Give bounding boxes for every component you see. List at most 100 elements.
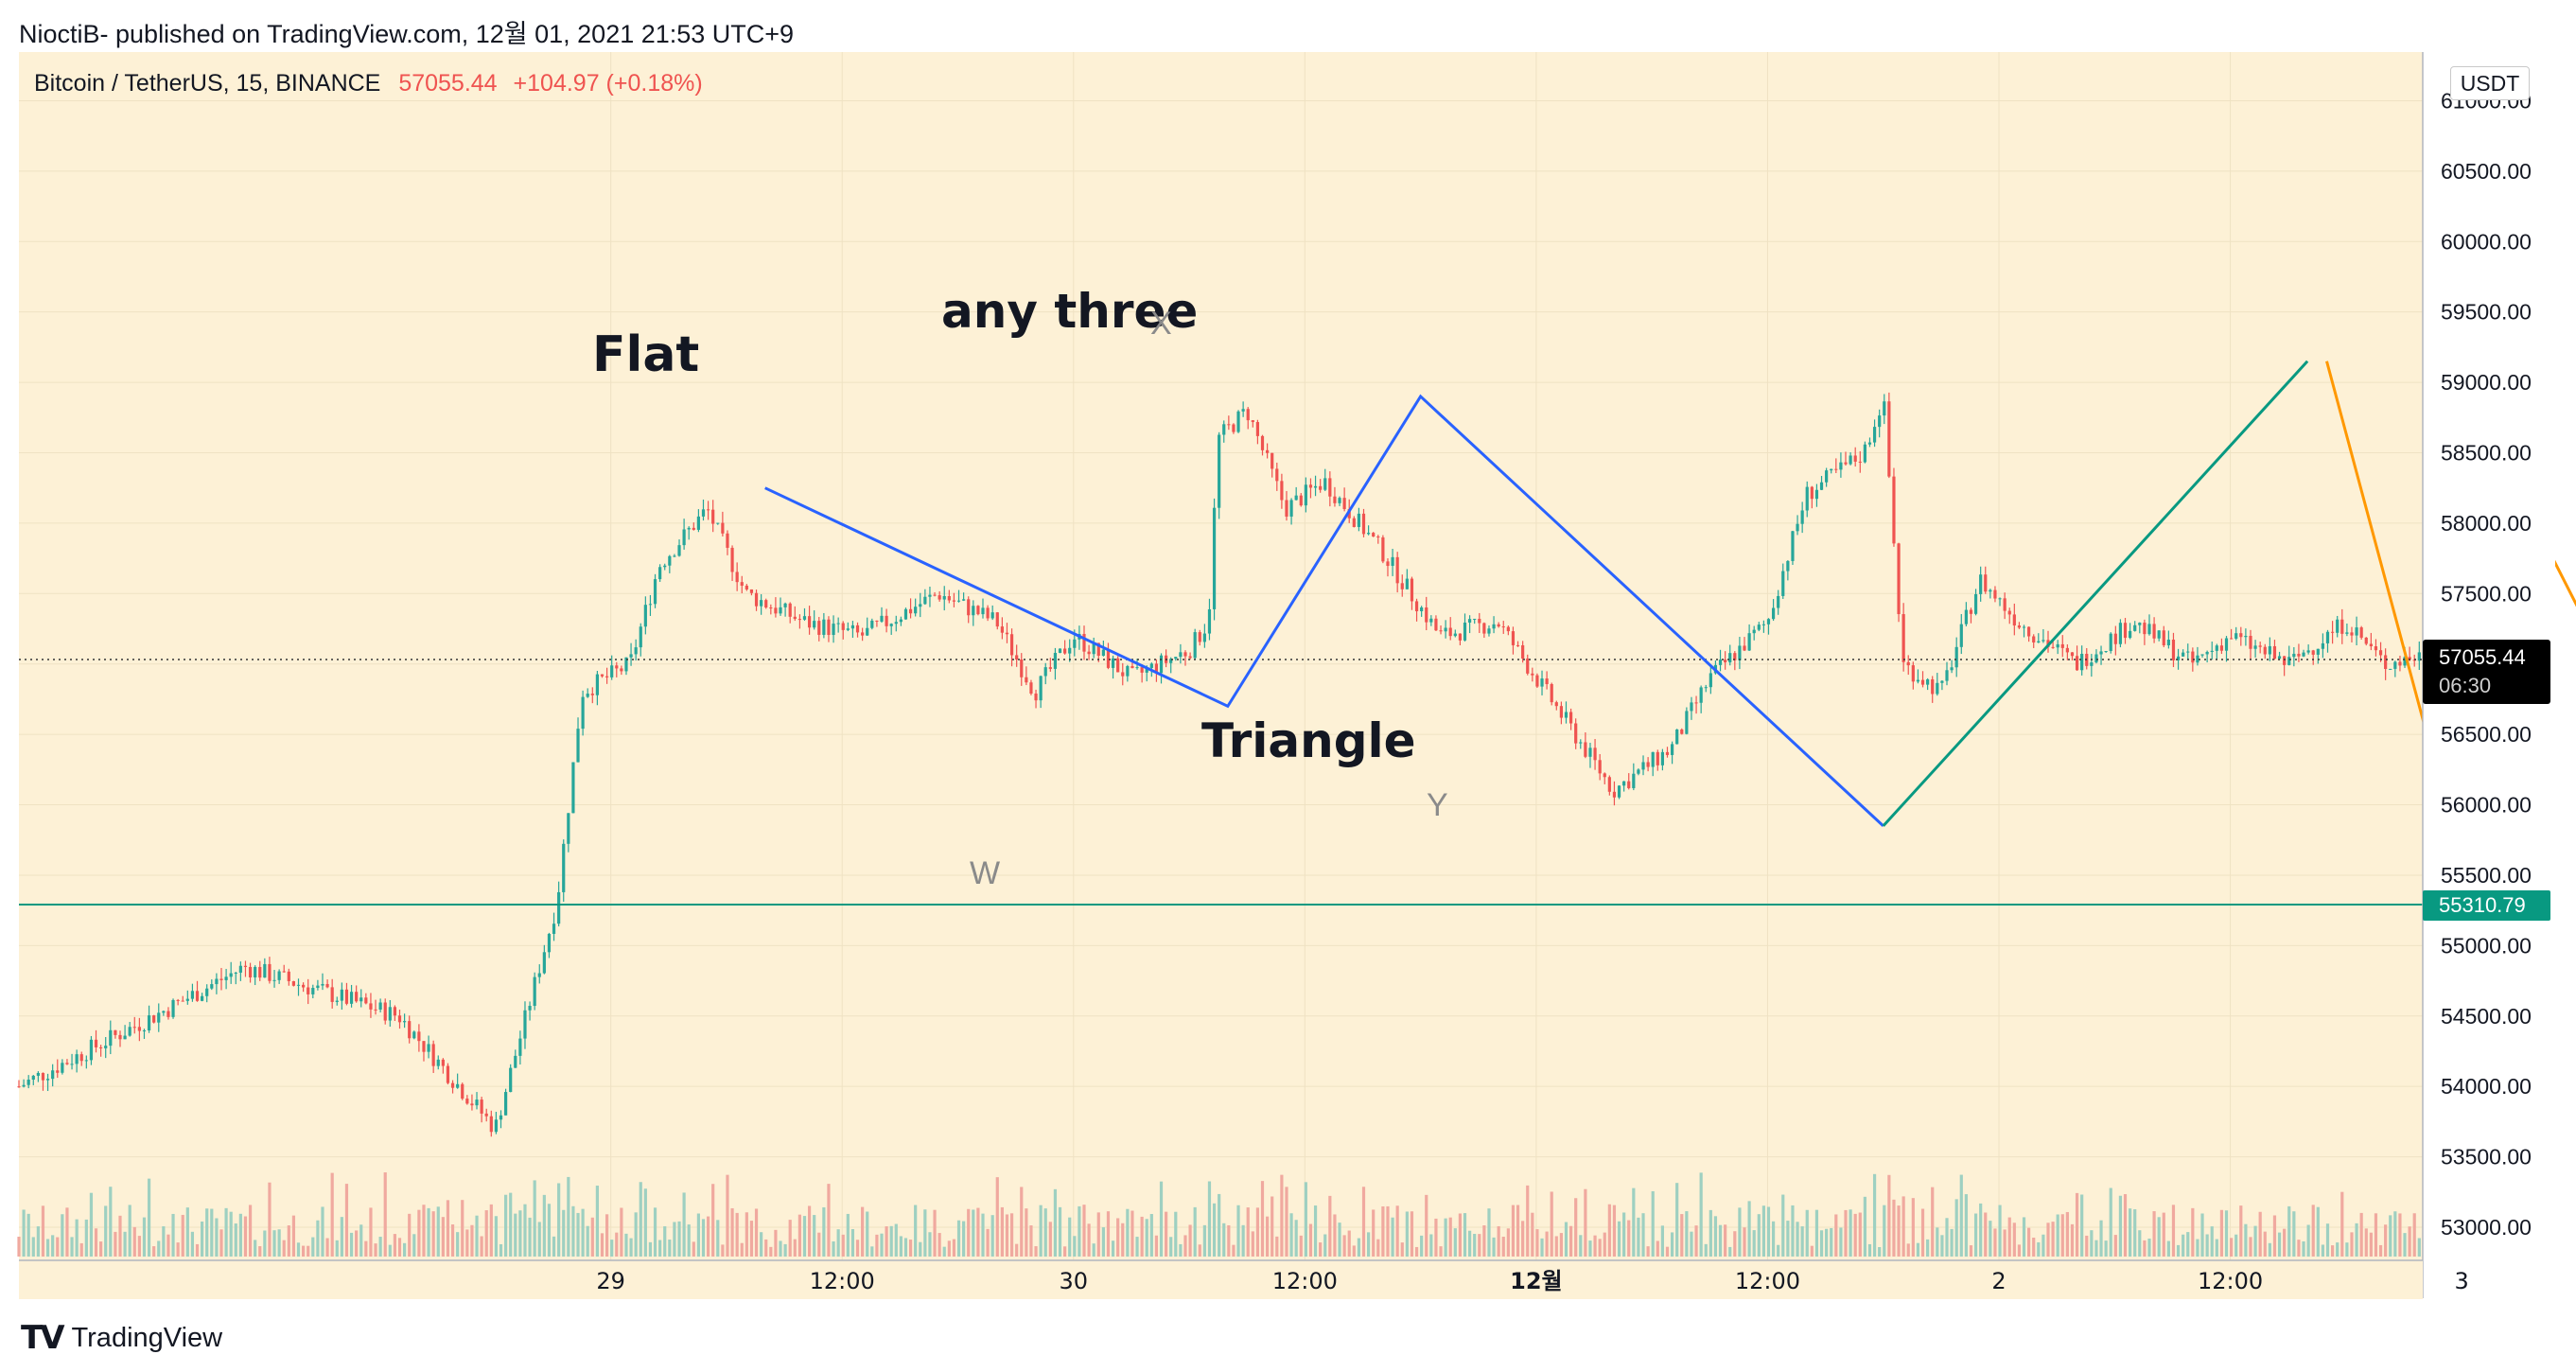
- volume-bar: [2065, 1211, 2069, 1257]
- volume-bar: [2412, 1213, 2416, 1257]
- candle-body: [682, 529, 686, 546]
- chart-background: [19, 52, 2423, 1299]
- volume-bar: [793, 1239, 797, 1257]
- candle-body: [1559, 706, 1563, 718]
- wave-drawings[interactable]: [764, 360, 2576, 827]
- volume-bar: [2171, 1205, 2176, 1257]
- volume-bar: [1482, 1225, 1486, 1257]
- volume-bar: [1579, 1235, 1583, 1257]
- candle-body: [1872, 427, 1877, 443]
- candle-body: [1053, 652, 1058, 669]
- volume-bar: [1159, 1181, 1164, 1257]
- volume-bar: [2311, 1205, 2315, 1257]
- volume-bar: [542, 1194, 546, 1257]
- bar-countdown: 06:30: [2439, 674, 2492, 697]
- candle-body: [1188, 656, 1192, 659]
- volume-bar: [1612, 1205, 1617, 1257]
- tradingview-logo[interactable]: TV TradingView: [21, 1319, 222, 1357]
- candle-body: [229, 973, 233, 977]
- volume-bar: [2003, 1229, 2006, 1257]
- time-tick-label: 12:00: [1272, 1268, 1338, 1294]
- volume-bar: [1198, 1244, 1201, 1257]
- volume-bar: [571, 1205, 575, 1257]
- candle-body: [369, 1003, 373, 1010]
- candle-body: [595, 674, 599, 695]
- volume-bar: [2336, 1242, 2339, 1257]
- symbol-legend[interactable]: Bitcoin / TetherUS, 15, BINANCE 57055.44…: [34, 70, 703, 97]
- volume-bar: [224, 1207, 228, 1257]
- candle-body: [1391, 556, 1394, 567]
- candle-body: [61, 1063, 64, 1073]
- candle-body: [1781, 571, 1785, 596]
- volume-bar: [114, 1231, 117, 1257]
- volume-bar: [1266, 1216, 1270, 1257]
- volume-bar: [1584, 1188, 1587, 1257]
- volume-bar: [41, 1205, 45, 1257]
- candle-body: [1111, 658, 1115, 668]
- volume-bar: [1521, 1221, 1525, 1257]
- volume-bar: [422, 1205, 426, 1257]
- candle-body: [2389, 668, 2392, 670]
- volume-bar: [1246, 1207, 1250, 1257]
- candle-body: [1791, 531, 1795, 561]
- candle-body: [726, 533, 729, 548]
- volume-bar: [2060, 1214, 2064, 1257]
- candle-body: [542, 952, 546, 974]
- candle-body: [1959, 624, 1963, 647]
- flat-wave-lines[interactable]: [764, 394, 1884, 827]
- volume-bar: [2219, 1209, 2224, 1257]
- volume-bar: [2369, 1232, 2373, 1257]
- volume-bar: [740, 1242, 744, 1257]
- candle-body: [441, 1059, 445, 1066]
- time-axis-background: [19, 1260, 2423, 1298]
- time-tick-label: 12:00: [1735, 1268, 1800, 1294]
- volume-bar: [461, 1200, 464, 1257]
- candle-body: [952, 600, 956, 602]
- candle-body: [2234, 633, 2238, 639]
- volume-bar: [610, 1240, 614, 1257]
- candle-body: [2200, 654, 2204, 656]
- price-axis[interactable]: 53000.00 53500.00 54000.00 54500.00 55000.00…: [2441, 88, 2532, 1240]
- volume-bar: [2080, 1194, 2084, 1257]
- volume-bar: [928, 1232, 932, 1257]
- volume-bar: [1372, 1209, 1376, 1257]
- triangle-wave-lines[interactable]: [2325, 361, 2576, 726]
- volume-bar: [2118, 1195, 2123, 1257]
- candle-body: [109, 1029, 113, 1047]
- volume-bar: [147, 1178, 151, 1257]
- volume-bar: [1039, 1205, 1043, 1257]
- candle-body: [1738, 645, 1742, 660]
- volume-bar: [1053, 1188, 1058, 1257]
- candle-body: [388, 1007, 392, 1021]
- candle-body: [817, 621, 821, 635]
- volume-bar: [1819, 1230, 1824, 1257]
- candle-body: [797, 619, 801, 621]
- candle-body: [760, 600, 763, 607]
- candle-body: [552, 923, 556, 934]
- candle-body: [484, 1113, 488, 1117]
- candle-body: [1285, 500, 1288, 517]
- candle-body: [1936, 682, 1939, 695]
- x-wave-line[interactable]: [1882, 360, 2309, 827]
- candle-body: [581, 696, 585, 730]
- volume-bar: [1632, 1187, 1636, 1257]
- candle-body: [147, 1015, 151, 1030]
- candle-body: [1372, 533, 1376, 537]
- volume-bar: [1285, 1187, 1288, 1257]
- candle-body: [1492, 624, 1496, 629]
- volume-bar: [166, 1234, 170, 1257]
- time-tick-label: 2: [1991, 1268, 2006, 1294]
- candle-body: [2138, 623, 2142, 625]
- volume-bar: [590, 1217, 594, 1257]
- currency-selector[interactable]: USDT: [2450, 66, 2530, 100]
- volume-bar: [2046, 1222, 2050, 1257]
- volume-bar: [677, 1221, 681, 1257]
- volume-bar: [1338, 1222, 1341, 1257]
- candle-body: [31, 1075, 35, 1081]
- candle-body: [981, 607, 985, 615]
- candle-body: [1931, 678, 1935, 695]
- candle-body: [2065, 647, 2069, 653]
- candle-body: [1757, 624, 1761, 630]
